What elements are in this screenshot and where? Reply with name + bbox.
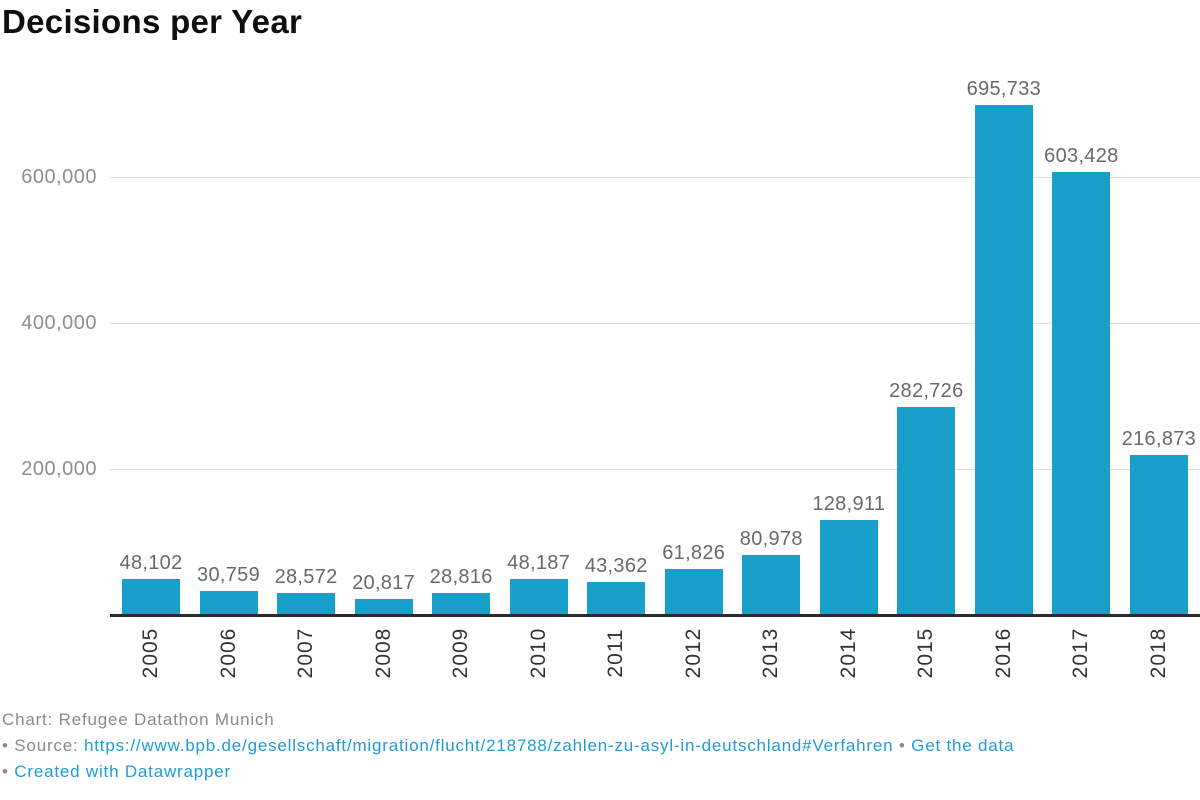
x-tick-label: 2016 (991, 627, 1015, 679)
bar-value-label: 30,759 (197, 564, 261, 586)
x-tick-label: 2006 (216, 627, 240, 679)
bar[interactable] (1052, 172, 1111, 614)
bar-column: 48,102 2005 (119, 0, 183, 678)
bar-column: 603,428 2017 (1044, 0, 1118, 678)
bar-column: 28,816 2009 (429, 0, 493, 678)
source-link[interactable]: https://www.bpb.de/gesellschaft/migratio… (84, 736, 894, 755)
bar-column: 216,873 2018 (1122, 0, 1196, 678)
x-tick-label: 2008 (371, 627, 395, 679)
bar[interactable] (122, 579, 180, 614)
bar-column: 43,362 2011 (584, 0, 648, 678)
get-data-link[interactable]: Get the data (911, 736, 1015, 755)
created-line: • Created with Datawrapper (2, 759, 1014, 785)
bar-value-label: 43,362 (584, 555, 648, 577)
chart-credit-line: Chart: Refugee Datathon Munich (2, 707, 1014, 733)
bar-column: 80,978 2013 (739, 0, 803, 678)
bar[interactable] (354, 599, 413, 614)
x-axis-baseline (110, 614, 1200, 617)
gridline-600k (110, 177, 1200, 178)
bar-value-label: 48,187 (507, 552, 571, 574)
bullet-separator: • (2, 762, 9, 781)
datawrapper-link[interactable]: Created with Datawrapper (14, 762, 231, 781)
bar-value-label: 80,978 (739, 528, 803, 550)
x-tick-label: 2005 (139, 627, 162, 679)
x-tick-label: 2018 (1146, 627, 1170, 679)
bar-value-label: 216,873 (1121, 428, 1197, 450)
x-tick-label: 2013 (759, 627, 783, 679)
bar-value-label: 48,102 (119, 552, 183, 574)
x-tick-label: 2010 (526, 627, 550, 679)
bar[interactable] (819, 520, 878, 614)
bar-value-label: 128,911 (812, 493, 886, 515)
gridline-200k (110, 469, 1200, 470)
source-label: Source: (14, 736, 79, 755)
bar[interactable] (742, 555, 801, 614)
bar[interactable] (587, 582, 646, 614)
bar[interactable] (277, 593, 336, 614)
bullet-separator: • (2, 736, 9, 755)
bar[interactable] (974, 105, 1033, 614)
bar-value-label: 20,817 (352, 572, 416, 594)
bar[interactable] (897, 407, 956, 614)
x-tick-label: 2014 (836, 627, 860, 679)
bar-column: 48,187 2010 (507, 0, 571, 678)
source-line: • Source: https://www.bpb.de/gesellschaf… (2, 733, 1014, 759)
x-tick-label: 2011 (604, 628, 628, 678)
y-axis-tick-label: 400,000 (21, 312, 97, 334)
bar-column: 695,733 2016 (967, 0, 1041, 678)
bar-column: 61,826 2012 (662, 0, 726, 678)
bar-value-label: 695,733 (966, 78, 1042, 100)
bullet-separator: • (898, 736, 906, 755)
bar-value-label: 61,826 (662, 542, 726, 564)
bar[interactable] (1129, 455, 1188, 614)
x-tick-label: 2007 (294, 627, 318, 679)
bar-value-label: 282,726 (889, 380, 964, 402)
bar[interactable] (432, 593, 491, 614)
page-title: Decisions per Year (2, 3, 303, 40)
bar-column: 30,759 2006 (197, 0, 261, 678)
bar-column: 282,726 2015 (889, 0, 963, 678)
bar-column: 128,911 2014 (812, 0, 885, 678)
bar-value-label: 603,428 (1044, 145, 1119, 167)
y-axis-tick-label: 200,000 (21, 458, 97, 480)
footer: Chart: Refugee Datathon Munich • Source:… (2, 707, 1014, 785)
bar-value-label: 28,572 (274, 566, 338, 588)
bar-value-label: 28,816 (429, 566, 493, 588)
gridline-400k (110, 323, 1200, 324)
bars: 48,102 2005 30,759 2006 28,572 2007 20,8… (110, 0, 1200, 678)
x-tick-label: 2009 (449, 627, 473, 679)
x-tick-label: 2012 (681, 627, 705, 679)
x-tick-label: 2015 (914, 627, 938, 679)
bar[interactable] (509, 579, 568, 614)
y-axis-tick-label: 600,000 (21, 166, 97, 188)
bar[interactable] (664, 569, 723, 614)
x-tick-label: 2017 (1069, 627, 1093, 679)
bar[interactable] (199, 591, 258, 614)
bar-column: 28,572 2007 (274, 0, 338, 678)
bar-column: 20,817 2008 (352, 0, 416, 678)
chart-credit: Chart: Refugee Datathon Munich (2, 710, 275, 729)
